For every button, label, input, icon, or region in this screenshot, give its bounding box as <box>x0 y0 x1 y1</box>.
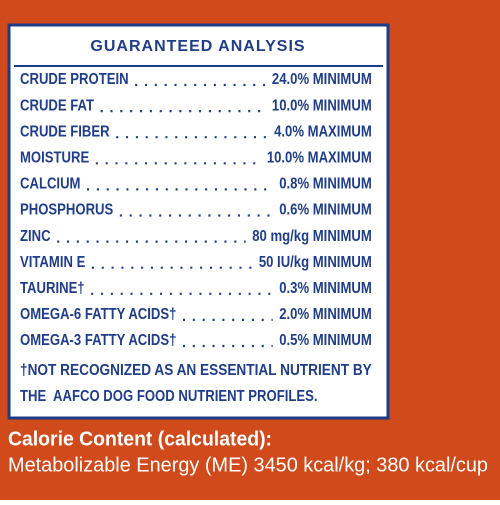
calorie-text: Metabolizable Energy (ME) 3450 kcal/kg; … <box>8 454 488 476</box>
nutrient-value: 0.8% MINIMUM <box>279 175 372 192</box>
footnote-line: THE AAFCO DOG FOOD NUTRIENT PROFILES. <box>20 388 318 405</box>
nutrient-value: 24.0% MINIMUM <box>272 71 372 88</box>
nutrient-value: 0.5% MINIMUM <box>279 332 372 349</box>
nutrient-name: PHOSPHORUS <box>20 202 113 219</box>
panel-box <box>7 23 390 420</box>
nutrient-value: 4.0% MAXIMUM <box>274 123 372 140</box>
panel-title: GUARANTEED ANALYSIS <box>90 38 305 55</box>
nutrient-value: 0.6% MINIMUM <box>279 202 372 219</box>
footnote-line: †NOT RECOGNIZED AS AN ESSENTIAL NUTRIENT… <box>20 362 372 379</box>
nutrient-value: 10.0% MINIMUM <box>272 97 372 114</box>
nutrient-value: 10.0% MAXIMUM <box>267 149 372 166</box>
nutrient-name: VITAMIN E <box>20 254 86 271</box>
nutrient-value: 2.0% MINIMUM <box>279 306 372 323</box>
analysis-rows: †NOT RECOGNIZED AS AN ESSENTIAL NUTRIENT… <box>20 71 372 405</box>
nutrient-name: CRUDE FIBER <box>20 123 110 140</box>
nutrient-value: 0.3% MINIMUM <box>279 280 372 297</box>
calorie-heading: Calorie Content (calculated): <box>8 428 272 450</box>
nutrient-name: OMEGA-6 FATTY ACIDS† <box>20 306 176 323</box>
nutrient-name: OMEGA-3 FATTY ACIDS† <box>20 332 176 349</box>
nutrient-value: 50 IU/kg MINIMUM <box>259 254 372 271</box>
nutrient-name: CRUDE FAT <box>20 97 94 114</box>
nutrient-name: TAURINE† <box>20 280 85 297</box>
nutrient-name: MOISTURE <box>20 149 89 166</box>
nutrient-name: CALCIUM <box>20 175 80 192</box>
nutrient-name: ZINC <box>20 228 51 245</box>
nutrient-name: CRUDE PROTEIN <box>20 71 129 88</box>
nutrient-value: 80 mg/kg MINIMUM <box>252 228 372 245</box>
